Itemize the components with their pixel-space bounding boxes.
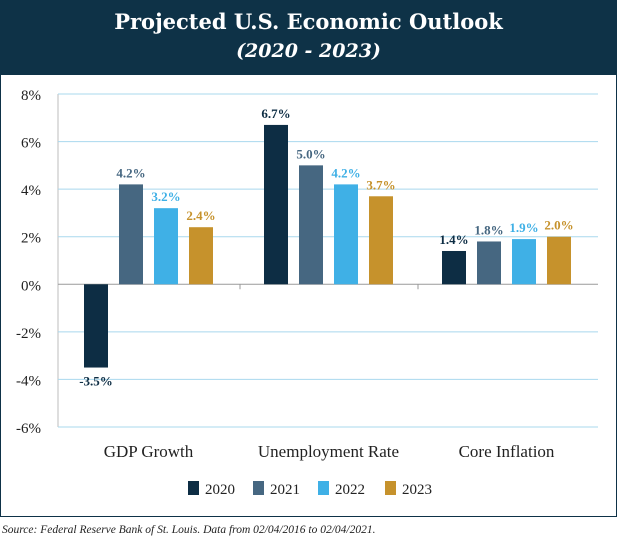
legend-swatch-2022 [318, 481, 329, 495]
data-label: 1.4% [439, 232, 468, 247]
data-label: -3.5% [79, 374, 113, 389]
bar-2020 [442, 250, 466, 285]
legend-label: 2022 [335, 482, 365, 498]
bar-2022 [154, 208, 178, 285]
bar-2021 [299, 165, 323, 285]
legend-swatch-2020 [188, 481, 199, 495]
chart-title: Projected U.S. Economic Outlook [114, 9, 503, 34]
chart-subtitle: (2020 - 2023) [236, 40, 381, 62]
y-tick-label: 2% [21, 231, 41, 247]
y-tick-label: -2% [16, 326, 41, 342]
data-label: 4.2% [331, 165, 360, 180]
source-note: Source: Federal Reserve Bank of St. Loui… [2, 524, 376, 536]
y-tick-label: -6% [16, 421, 41, 437]
x-category-label: Core Inflation [459, 442, 555, 461]
x-category-label: GDP Growth [104, 442, 194, 461]
legend-swatch-2021 [253, 481, 264, 495]
y-tick-label: 0% [21, 278, 41, 294]
bar-2022 [334, 184, 358, 285]
legend-label: 2023 [402, 482, 432, 498]
x-category-label: Unemployment Rate [258, 442, 399, 461]
data-label: 6.7% [261, 106, 290, 121]
bar-2020 [264, 124, 288, 285]
data-label: 4.2% [116, 165, 145, 180]
data-label: 1.8% [474, 222, 503, 237]
bar-2021 [119, 184, 143, 285]
data-label: 5.0% [296, 146, 325, 161]
legend-label: 2020 [205, 482, 235, 498]
legend-label: 2021 [270, 482, 300, 498]
bar-2021 [477, 241, 501, 285]
y-tick-label: -4% [16, 373, 41, 389]
legend-swatch-2023 [385, 481, 396, 495]
title-bar: Projected U.S. Economic Outlook (2020 - … [0, 0, 617, 75]
data-label: 3.7% [366, 177, 395, 192]
bar-2023 [189, 227, 213, 285]
bar-2022 [512, 239, 536, 285]
y-tick-label: 6% [21, 136, 41, 152]
bar-2023 [369, 196, 393, 285]
y-tick-label: 4% [21, 183, 41, 199]
y-tick-label: 8% [21, 88, 41, 104]
data-label: 1.9% [509, 220, 538, 235]
data-label: 2.4% [186, 208, 215, 223]
bar-2020 [84, 284, 108, 368]
data-label: 2.0% [544, 218, 573, 233]
data-label: 3.2% [151, 189, 180, 204]
bar-2023 [547, 236, 571, 285]
